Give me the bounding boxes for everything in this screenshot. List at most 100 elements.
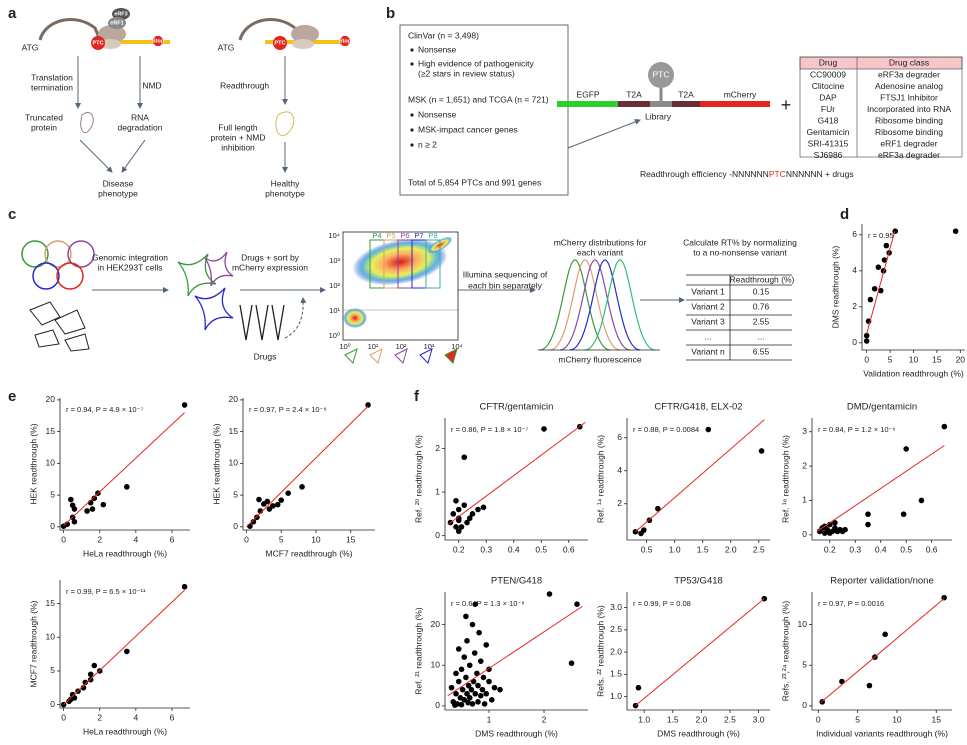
point <box>474 670 480 677</box>
y-tick-label: 1.5 <box>610 669 622 679</box>
point <box>892 228 899 234</box>
panel-b-drawing <box>399 24 963 196</box>
y-tick-label: 0 <box>435 530 440 540</box>
x-tick-label: 5 <box>279 534 284 544</box>
point <box>459 686 466 693</box>
point <box>461 502 468 508</box>
point <box>270 503 276 509</box>
label: Variant 2 <box>691 301 725 311</box>
x-tick-label: 0 <box>61 534 66 544</box>
axes <box>811 418 952 541</box>
label: P7 <box>414 231 423 240</box>
x-tick-label: 2 <box>97 712 102 722</box>
x-tick-label: 6 <box>170 534 175 544</box>
label: P6 <box>400 231 409 240</box>
label: MSK-impact cancer genes <box>418 124 518 134</box>
x-tick-label: 2.0 <box>695 714 707 724</box>
annotation: r = 0.6, P = 1.3 × 10⁻⁸ <box>451 599 525 608</box>
point <box>469 621 476 628</box>
x-tick-label: 1.5 <box>697 544 709 554</box>
x-tick-label: 0.5 <box>900 544 912 554</box>
axes <box>626 418 770 541</box>
label: c <box>8 206 16 223</box>
label: Adenosine analog <box>875 81 943 91</box>
x-tick-label: 0 <box>816 714 821 724</box>
label: eRF3a degrader <box>878 150 940 160</box>
fit-line <box>635 598 765 706</box>
label: mCherry expression <box>232 262 308 272</box>
point <box>865 511 871 518</box>
point <box>463 613 469 620</box>
annotation: r = 0.99, P = 6.5 × 10⁻¹¹ <box>66 587 146 596</box>
point <box>863 338 870 344</box>
x-axis-label: DMS readthrough (%) <box>657 728 740 738</box>
y-tick-label: 6 <box>617 432 622 442</box>
point <box>453 497 459 504</box>
chart-title: DMD/gentamicin <box>847 402 917 413</box>
point <box>181 583 188 590</box>
point <box>455 646 462 652</box>
point <box>80 684 87 691</box>
label: Ribosome binding <box>875 115 943 125</box>
label: eRF3 <box>114 11 127 17</box>
point <box>448 684 455 691</box>
point <box>941 423 948 430</box>
label: 0.76 <box>753 301 770 311</box>
point <box>91 495 98 502</box>
point <box>470 678 477 685</box>
point <box>455 678 462 685</box>
x-tick-label: 5 <box>888 354 893 364</box>
x-tick-label: 0.3 <box>849 544 861 554</box>
point <box>124 484 130 490</box>
point <box>274 501 281 508</box>
y-tick-label: 20 <box>431 619 441 629</box>
point <box>541 426 547 432</box>
point <box>491 684 498 691</box>
annotation: r = 0.88, P = 0.0084 <box>633 425 699 434</box>
point <box>635 684 642 691</box>
point <box>483 690 490 697</box>
panel-a-drawing <box>38 8 350 173</box>
label: 10² <box>396 342 407 351</box>
y-tick-label: 0 <box>50 521 55 531</box>
point <box>285 490 291 496</box>
x-tick-label: 1 <box>487 714 492 724</box>
x-axis-label: Validation readthrough (%) <box>863 368 964 378</box>
point <box>299 484 305 490</box>
label: PTC <box>653 69 670 79</box>
point <box>881 257 888 263</box>
y-tick-label: 5 <box>233 489 238 499</box>
point <box>468 686 475 693</box>
y-tick-label: 1 <box>435 486 440 496</box>
label: Nonsense <box>418 44 457 54</box>
y-tick-label: 0 <box>233 521 238 531</box>
annotation: r = 0.99, P = 0.08 <box>633 599 691 608</box>
point <box>883 242 890 249</box>
point <box>464 638 470 644</box>
label: mCherry <box>724 89 757 99</box>
point <box>181 402 188 408</box>
annotation: r = 0.95 <box>868 231 894 240</box>
label: each variant <box>577 247 624 257</box>
point <box>89 506 96 512</box>
x-tick-label: 0.2 <box>824 544 836 554</box>
x-tick-label: 0.4 <box>875 544 887 554</box>
label: protein + NMD <box>210 132 265 142</box>
y-tick-label: 0 <box>435 700 440 710</box>
label: eRF1 <box>110 20 123 26</box>
axes <box>59 398 190 531</box>
y-tick-label: 20 <box>46 394 56 404</box>
label: 10⁴ <box>451 342 463 351</box>
point <box>903 446 909 452</box>
x-tick-label: 1.5 <box>667 714 679 724</box>
point <box>461 654 468 660</box>
label: Gentamicin <box>807 127 850 137</box>
point <box>705 426 712 433</box>
y-tick-label: 20 <box>229 394 239 404</box>
x-tick-label: 0 <box>61 712 66 722</box>
label: Clitocine <box>812 81 845 91</box>
label: ... <box>757 331 764 341</box>
x-axis-label: DMS readthrough (%) <box>475 728 558 738</box>
label: PTC <box>93 40 104 46</box>
label: Variant 1 <box>691 286 725 296</box>
